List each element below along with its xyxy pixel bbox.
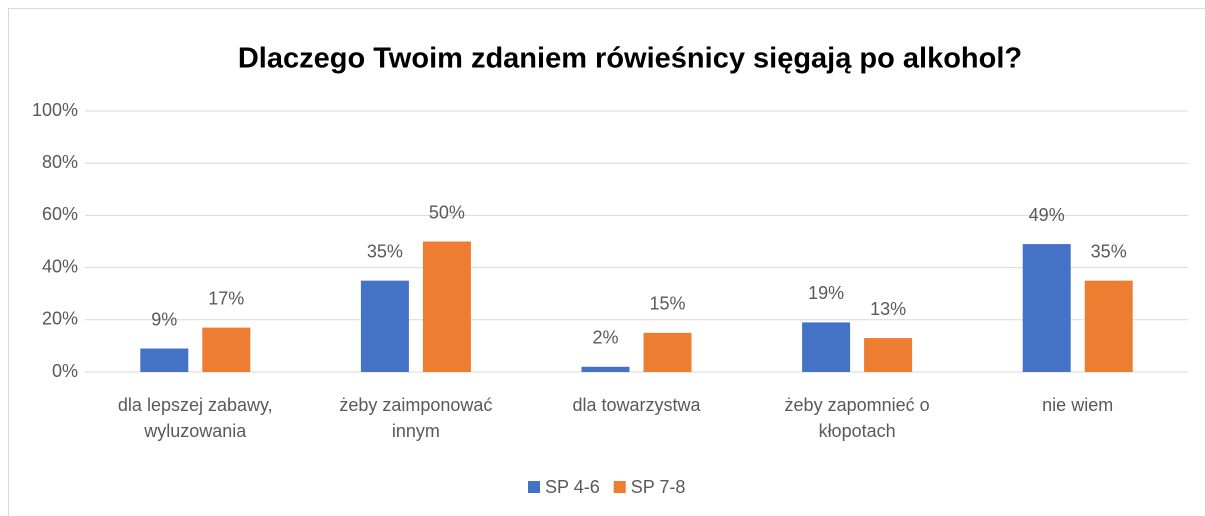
chart-title: Dlaczego Twoim zdaniem rówieśnicy sięgaj… bbox=[238, 43, 1022, 75]
bar bbox=[802, 322, 851, 372]
value-label: 15% bbox=[649, 294, 685, 314]
y-tick-label: 80% bbox=[42, 152, 78, 172]
y-tick-label: 60% bbox=[42, 204, 78, 224]
value-label: 19% bbox=[808, 283, 844, 303]
value-label: 49% bbox=[1029, 205, 1065, 225]
bar bbox=[864, 338, 913, 372]
bar bbox=[140, 348, 189, 372]
y-tick-label: 20% bbox=[42, 309, 78, 329]
bar bbox=[643, 332, 692, 372]
chart-border bbox=[8, 8, 1205, 516]
bar bbox=[202, 327, 251, 372]
x-tick-label: nie wiem bbox=[1042, 395, 1114, 415]
value-label: 17% bbox=[208, 288, 244, 308]
value-label: 2% bbox=[592, 328, 618, 348]
y-tick-label: 40% bbox=[42, 256, 78, 276]
value-label: 50% bbox=[429, 202, 465, 222]
x-tick-label: żeby zaimponować innym bbox=[339, 395, 493, 441]
value-label: 13% bbox=[870, 299, 906, 319]
bar bbox=[360, 280, 409, 372]
legend-swatch bbox=[613, 481, 626, 493]
y-tick-label: 100% bbox=[32, 100, 78, 120]
x-tick-label: dla lepszej zabawy, wyluzowania bbox=[117, 395, 273, 441]
y-tick-label: 0% bbox=[52, 361, 78, 381]
x-tick-label: żeby zapomnieć o kłopotach bbox=[784, 395, 930, 441]
legend-label: SP 7-8 bbox=[631, 477, 686, 497]
bar bbox=[1022, 244, 1071, 372]
bar bbox=[581, 366, 630, 372]
value-label: 9% bbox=[151, 309, 177, 329]
legend-label: SP 4-6 bbox=[545, 477, 600, 497]
legend-swatch bbox=[528, 481, 540, 493]
value-label: 35% bbox=[367, 241, 403, 261]
value-label: 35% bbox=[1091, 241, 1127, 261]
bar bbox=[1084, 280, 1133, 372]
x-tick-label: dla towarzystwa bbox=[572, 395, 701, 415]
bar bbox=[422, 241, 471, 372]
